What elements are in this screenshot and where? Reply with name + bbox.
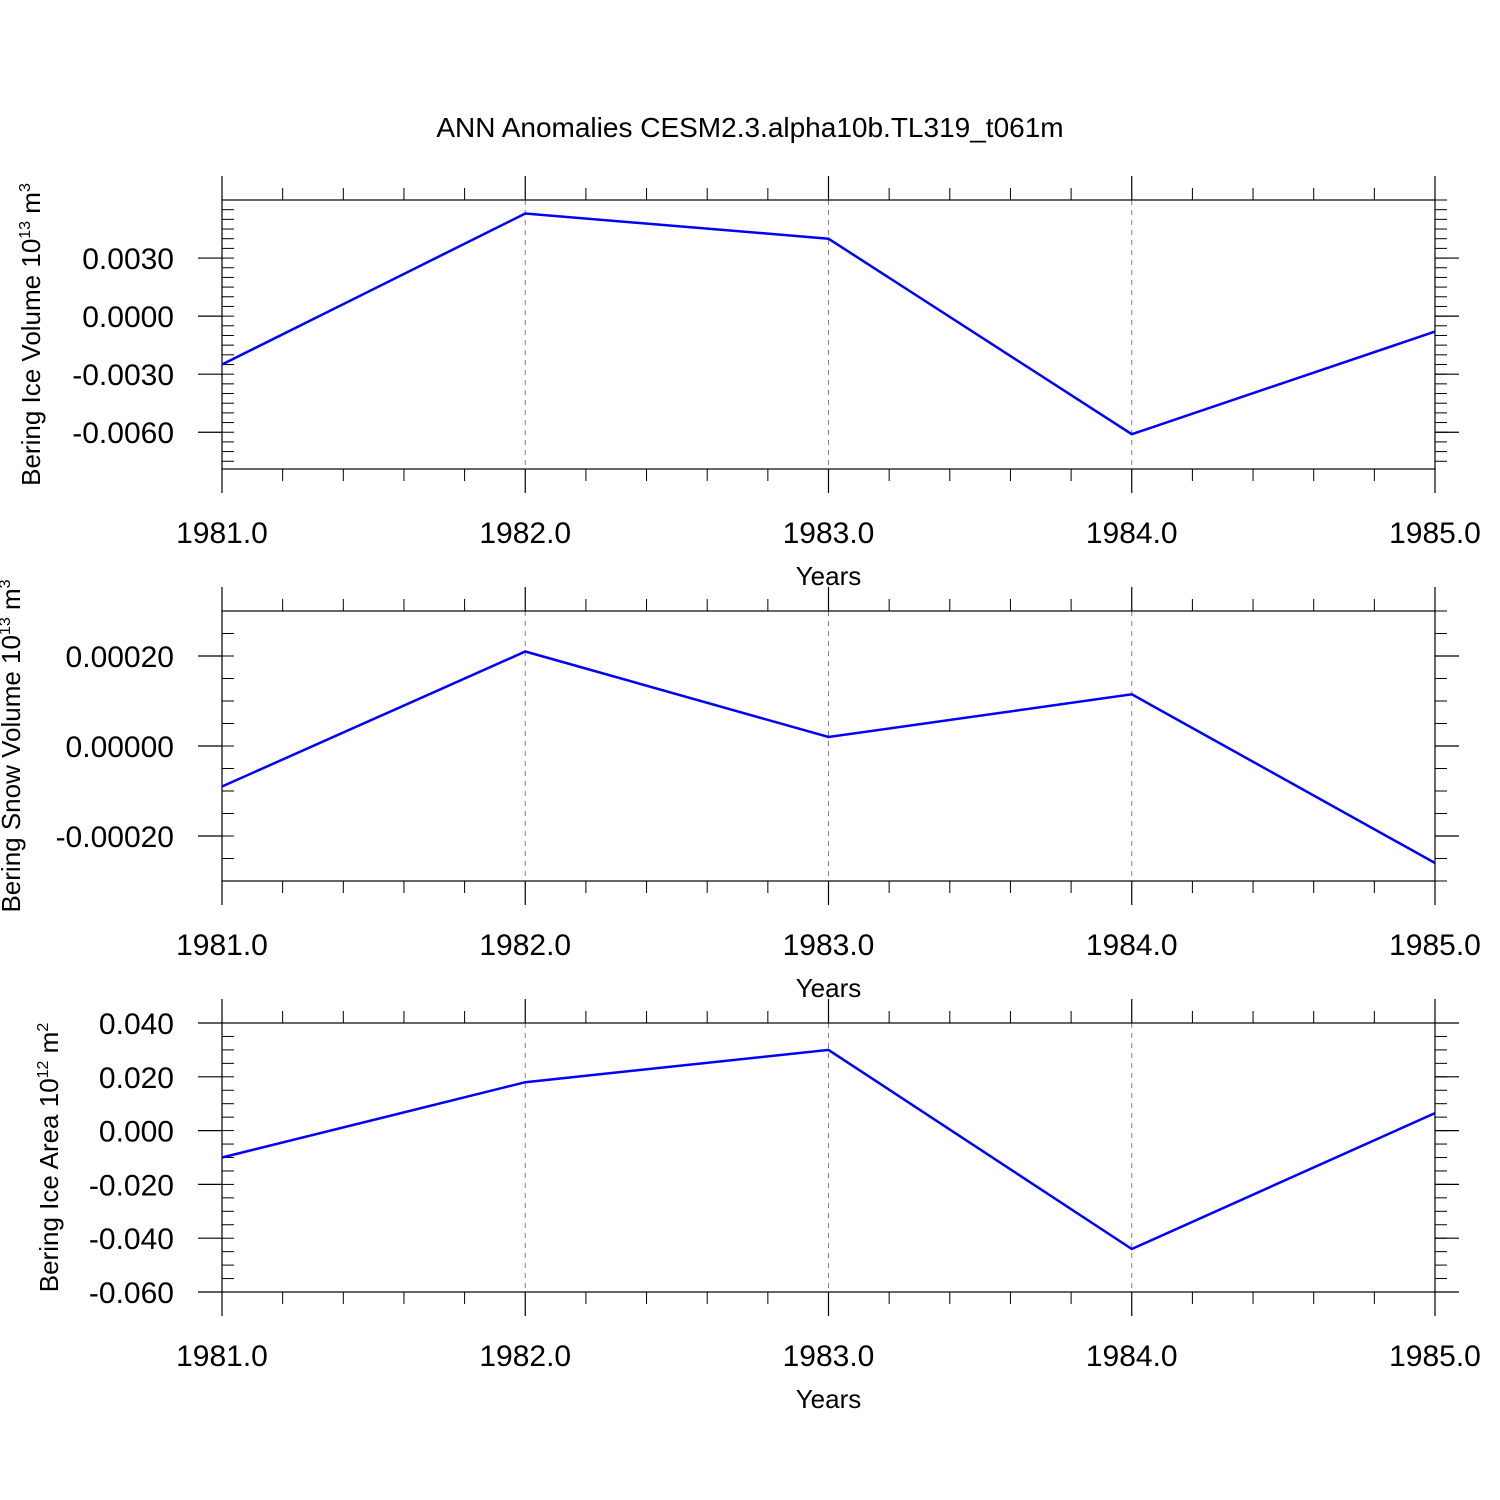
- data-point: [220, 1156, 224, 1160]
- x-tick-label: 1981.0: [176, 929, 268, 962]
- data-point: [220, 362, 224, 366]
- panel-1: 1981.0 1982.0 1983.0 1984.0 1985.0 Years -0.00…: [16, 176, 1481, 591]
- data-point: [220, 785, 224, 789]
- x-tick-label: 1985.0: [1389, 1340, 1481, 1373]
- x-tick-label: 1984.0: [1086, 929, 1178, 962]
- y-tick-label: 0.00000: [66, 731, 174, 764]
- y-tick-label: -0.060: [89, 1277, 174, 1310]
- y-tick-label: -0.00020: [56, 821, 174, 854]
- x-tick-label: 1983.0: [783, 1340, 875, 1373]
- y-tick-label: 0.0000: [82, 301, 174, 334]
- data-point: [827, 1048, 831, 1052]
- y-tick-label: -0.0030: [72, 359, 174, 392]
- y-tick-label: -0.020: [89, 1169, 174, 1202]
- x-tick-label: 1982.0: [479, 929, 571, 962]
- y-axis-title: Bering Ice Area 1012 m2: [34, 1023, 64, 1293]
- y-tick-label: 0.00020: [66, 641, 174, 674]
- data-point: [1433, 330, 1437, 334]
- panel-2: 1981.0 1982.0 1983.0 1984.0 1985.0 Years -0.00…: [0, 579, 1481, 1003]
- y-axis-title: Bering Ice Volume 1013 m3: [16, 183, 46, 486]
- data-point: [1130, 432, 1134, 436]
- x-axis-title: Years: [796, 1384, 862, 1414]
- y-tick-label: 0.0030: [82, 243, 174, 276]
- panel-3: 1981.0 1982.0 1983.0 1984.0 1985.0 Years -0.06…: [34, 999, 1481, 1414]
- x-tick-label: 1984.0: [1086, 517, 1178, 550]
- data-point: [827, 237, 831, 241]
- y-tick-label: 0.000: [99, 1116, 174, 1149]
- x-axis-title: Years: [796, 561, 862, 591]
- data-point: [523, 212, 527, 216]
- data-point: [1433, 1111, 1437, 1115]
- data-point: [827, 735, 831, 739]
- x-axis-title: Years: [796, 973, 862, 1003]
- data-point: [523, 650, 527, 654]
- y-axis-title: Bering Snow Volume 1013 m3: [0, 579, 26, 912]
- x-tick-label: 1985.0: [1389, 517, 1481, 550]
- x-tick-label: 1981.0: [176, 1340, 268, 1373]
- data-point: [1130, 692, 1134, 696]
- x-tick-label: 1982.0: [479, 517, 571, 550]
- x-tick-label: 1983.0: [783, 517, 875, 550]
- x-tick-label: 1982.0: [479, 1340, 571, 1373]
- series-line: [221, 650, 1436, 865]
- y-tick-label: -0.040: [89, 1223, 174, 1256]
- data-point: [523, 1080, 527, 1084]
- y-tick-label: -0.0060: [72, 417, 174, 450]
- panels: 1981.0 1982.0 1983.0 1984.0 1985.0 Years -0.00…: [0, 176, 1481, 1414]
- y-tick-label: 0.040: [99, 1008, 174, 1041]
- data-point: [1433, 861, 1437, 865]
- series-line: [221, 212, 1436, 436]
- x-tick-label: 1981.0: [176, 517, 268, 550]
- x-tick-label: 1983.0: [783, 929, 875, 962]
- x-tick-label: 1985.0: [1389, 929, 1481, 962]
- y-tick-label: 0.020: [99, 1062, 174, 1095]
- series-line: [221, 1048, 1436, 1251]
- x-tick-label: 1984.0: [1086, 1340, 1178, 1373]
- data-point: [1130, 1247, 1134, 1251]
- figure-title: ANN Anomalies CESM2.3.alpha10b.TL319_t06…: [436, 112, 1063, 143]
